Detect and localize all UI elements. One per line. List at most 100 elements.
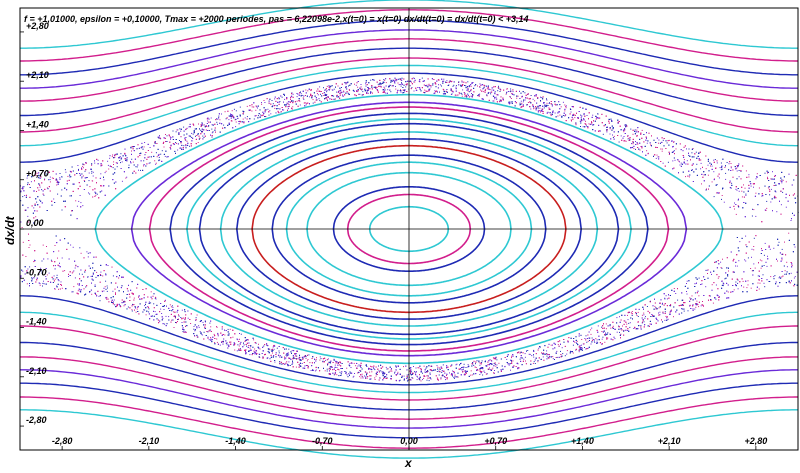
chaos-point (422, 379, 423, 381)
chaos-point (721, 195, 723, 196)
chaos-point (759, 282, 761, 284)
chaos-point (458, 93, 460, 95)
chaos-point (125, 177, 127, 179)
chaos-point (186, 127, 188, 129)
chaos-point (235, 126, 237, 128)
chaos-point (747, 257, 749, 259)
chaos-point (672, 160, 674, 162)
chaos-point (561, 347, 563, 349)
chaos-point (751, 215, 753, 217)
chaos-point (237, 344, 239, 346)
chaos-point (756, 173, 758, 175)
chaos-point (74, 174, 76, 176)
chaos-point (664, 311, 666, 313)
chaos-point (758, 288, 760, 290)
chaos-point (755, 215, 757, 217)
chaos-point (479, 368, 481, 370)
chaos-point (374, 379, 376, 380)
chaos-point (97, 159, 99, 161)
chaos-point (434, 90, 436, 92)
chaos-point (764, 242, 766, 244)
chaos-point (769, 248, 771, 250)
chaos-point (462, 368, 464, 370)
chaos-point (410, 81, 412, 83)
chaos-point (170, 306, 172, 308)
chaos-point (673, 141, 675, 143)
chaos-point (172, 306, 174, 308)
chaos-point (639, 149, 641, 151)
chaos-point (359, 93, 361, 95)
chaos-point (57, 257, 58, 259)
chaos-point (234, 119, 236, 121)
chaos-point (399, 84, 401, 85)
chaos-point (60, 281, 62, 283)
chaos-point (461, 95, 463, 97)
chaos-point (299, 100, 301, 102)
chaos-point (26, 177, 28, 179)
chaos-point (668, 139, 670, 141)
chaos-point (370, 375, 372, 377)
chaos-point (280, 111, 282, 113)
chaos-point (492, 367, 494, 369)
chaos-point (312, 95, 313, 97)
chaos-point (683, 310, 685, 312)
chaos-point (750, 185, 752, 187)
chaos-point (249, 347, 251, 349)
chaos-point (457, 94, 459, 96)
chaos-point (173, 311, 175, 313)
chaos-point (162, 305, 164, 307)
chaos-point (574, 117, 576, 119)
chaos-point (658, 139, 660, 141)
chaos-point (784, 273, 786, 275)
chaos-point (767, 176, 768, 178)
chaos-point (140, 298, 142, 300)
chaos-point (83, 180, 85, 181)
chaos-point (483, 91, 485, 93)
chaos-point (455, 364, 457, 366)
chaos-point (569, 108, 571, 110)
chaos-point (50, 259, 52, 261)
chaos-point (630, 312, 632, 314)
chaos-point (643, 312, 645, 314)
chaos-point (223, 124, 225, 126)
chaos-point (720, 169, 722, 171)
chaos-point (476, 368, 478, 370)
chaos-point (177, 129, 179, 131)
chaos-point (113, 301, 114, 303)
chaos-point (146, 306, 148, 308)
chaos-point (424, 85, 426, 87)
chaos-point (426, 379, 428, 381)
chaos-point (649, 323, 651, 325)
chaos-point (606, 338, 608, 340)
chaos-point (114, 155, 115, 157)
chaos-point (601, 331, 603, 332)
chaos-point (730, 291, 732, 293)
chaos-point (519, 102, 521, 104)
chaos-point (373, 368, 375, 370)
chaos-point (233, 342, 235, 343)
chaos-point (31, 277, 33, 279)
chaos-point (305, 355, 307, 356)
chaos-point (781, 182, 783, 184)
chaos-point (602, 336, 604, 338)
chaos-point (533, 361, 535, 363)
chaos-point (64, 169, 66, 171)
chaos-point (309, 96, 311, 98)
chaos-point (537, 361, 539, 363)
chaos-point (113, 299, 115, 301)
chaos-point (237, 339, 239, 341)
chaos-point (49, 179, 51, 181)
chaos-point (389, 370, 391, 372)
chaos-point (46, 246, 47, 247)
chaos-point (762, 274, 764, 276)
chaos-point (154, 297, 156, 299)
chaos-point (557, 344, 559, 346)
chaos-point (673, 316, 674, 318)
chaos-point (58, 265, 60, 267)
chaos-point (162, 317, 164, 319)
chaos-point (354, 83, 355, 85)
chaos-point (738, 198, 739, 200)
chaos-point (658, 142, 659, 144)
chaos-point (99, 300, 101, 302)
chaos-point (123, 276, 124, 278)
